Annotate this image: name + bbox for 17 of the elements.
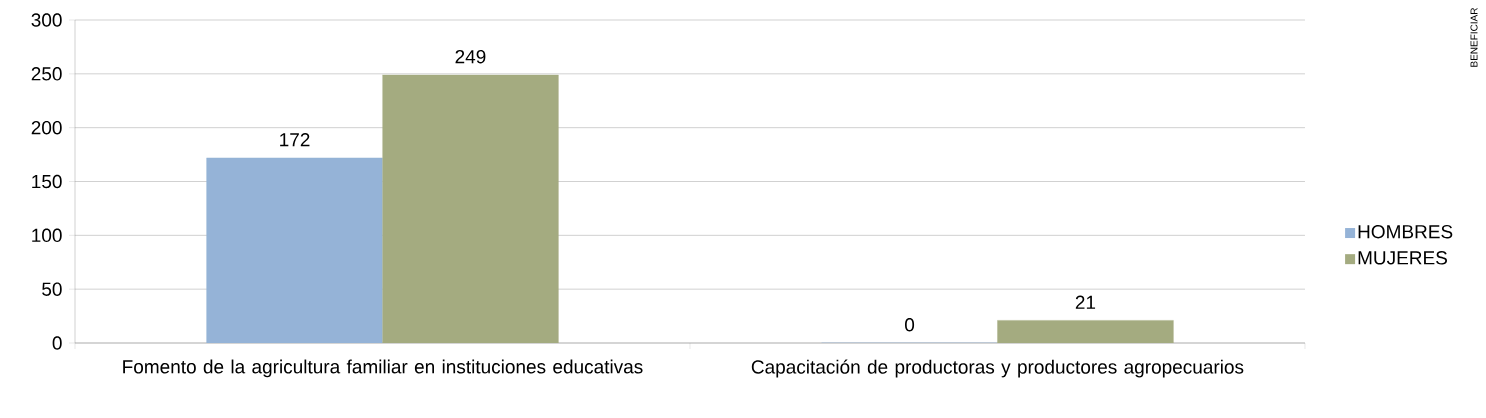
data-label: 0 — [905, 318, 915, 332]
y-tick-label: 150 — [32, 174, 62, 189]
data-label: 249 — [455, 49, 486, 64]
x-tick-label: Fomento de la agricultura familiar en instituciones educativas — [123, 359, 643, 378]
data-label: 21 — [1075, 295, 1096, 309]
x-tick-label: Capacitación de productoras y productores agropecuarios — [751, 359, 1244, 378]
y-tick-label: 0 — [52, 336, 62, 350]
legend-label: MUJERES — [1358, 251, 1447, 265]
legend-label: HOMBRES — [1358, 224, 1453, 239]
y-tick-label: 300 — [31, 13, 62, 27]
y-tick-label: 100 — [32, 228, 62, 243]
text: BENEFICIAR — [1470, 7, 1478, 67]
data-label: 172 — [280, 133, 310, 147]
y-tick-label: 250 — [31, 67, 62, 81]
y-tick-label: 200 — [31, 120, 62, 135]
y-tick-label: 50 — [42, 282, 62, 296]
bar — [206, 157, 383, 343]
